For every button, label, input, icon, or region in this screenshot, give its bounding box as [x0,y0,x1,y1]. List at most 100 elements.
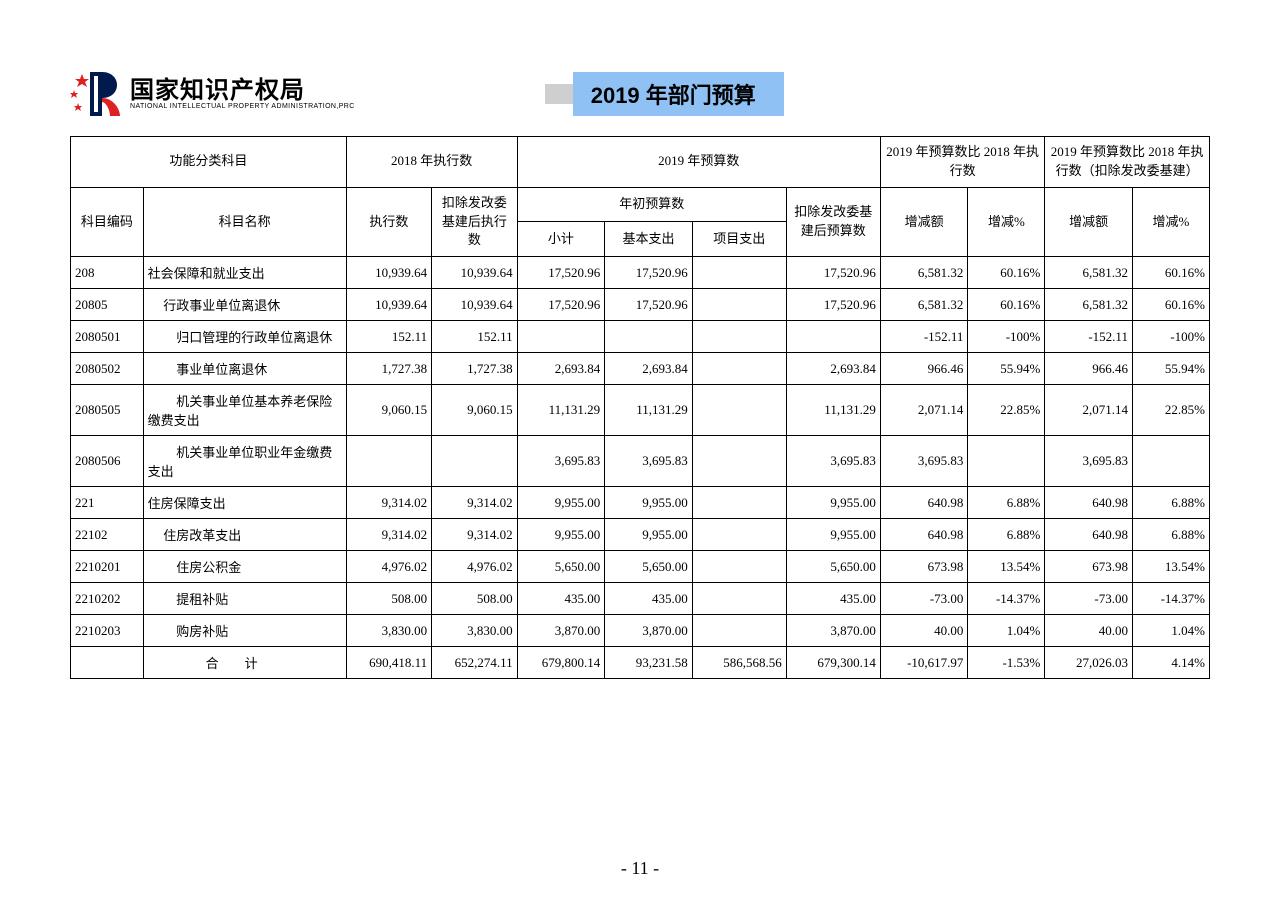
th-2018: 2018 年执行数 [346,137,517,188]
cell-value: 679,300.14 [786,647,880,679]
cell-value: 60.16% [968,257,1045,289]
table-head: 功能分类科目 2018 年执行数 2019 年预算数 2019 年预算数比 20… [71,137,1210,257]
cell-value [692,583,786,615]
cell-value [692,551,786,583]
cell-value: 6.88% [1132,487,1209,519]
cell-value: 1.04% [968,615,1045,647]
cell-value [517,321,605,353]
th-basic-exp: 基本支出 [605,222,693,257]
cell-value: 40.00 [1045,615,1133,647]
cell-value: 10,939.64 [432,289,517,321]
page-title: 2019 年部门预算 [573,72,784,116]
th-func: 功能分类科目 [71,137,347,188]
th-exec: 执行数 [346,187,431,257]
cell-value: 3,695.83 [880,436,968,487]
th-budget-ex: 扣除发改委基建后预算数 [786,187,880,257]
cell-name: 社会保障和就业支出 [143,257,346,289]
cell-value: 966.46 [880,353,968,385]
cell-value: 3,695.83 [786,436,880,487]
cell-value [605,321,693,353]
cell-value: 9,955.00 [605,487,693,519]
cell-value: 9,314.02 [432,519,517,551]
th-proj-exp: 项目支出 [692,222,786,257]
cell-value: 3,870.00 [517,615,605,647]
table-row: 20805行政事业单位离退休10,939.6410,939.6417,520.9… [71,289,1210,321]
cell-value: 679,800.14 [517,647,605,679]
table-row: 221住房保障支出9,314.029,314.029,955.009,955.0… [71,487,1210,519]
table-row: 2080501归口管理的行政单位离退休152.11152.11-152.11-1… [71,321,1210,353]
cell-value [692,385,786,436]
th-diff-pct1: 增减% [968,187,1045,257]
th-cmp: 2019 年预算数比 2018 年执行数 [880,137,1045,188]
cell-value: 10,939.64 [346,289,431,321]
cell-value: 3,870.00 [605,615,693,647]
cell-value: 17,520.96 [786,257,880,289]
table-row: 22102住房改革支出9,314.029,314.029,955.009,955… [71,519,1210,551]
cell-value: 13.54% [968,551,1045,583]
cell-value: 60.16% [968,289,1045,321]
cell-value: 9,955.00 [517,487,605,519]
cell-code: 2080502 [71,353,144,385]
cell-name: 购房补贴 [143,615,346,647]
table-row: 2080505机关事业单位基本养老保险缴费支出9,060.159,060.151… [71,385,1210,436]
table-row: 2210201住房公积金4,976.024,976.025,650.005,65… [71,551,1210,583]
table-total-row: 合计690,418.11652,274.11679,800.1493,231.5… [71,647,1210,679]
cell-value: 2,693.84 [517,353,605,385]
cell-code: 2210203 [71,615,144,647]
cell-name: 行政事业单位离退休 [143,289,346,321]
cell-value: 1,727.38 [432,353,517,385]
th-init-budget: 年初预算数 [517,187,786,222]
cell-value: 17,520.96 [517,289,605,321]
cell-value: 3,870.00 [786,615,880,647]
cell-value: 17,520.96 [517,257,605,289]
cell-value: 3,830.00 [432,615,517,647]
cell-value: 1.04% [1132,615,1209,647]
cell-value [432,436,517,487]
cell-name: 提租补贴 [143,583,346,615]
cell-value: 640.98 [1045,487,1133,519]
cell-name: 住房保障支出 [143,487,346,519]
cell-value: 11,131.29 [786,385,880,436]
cell-value: 6.88% [968,487,1045,519]
th-diff-amt2: 增减额 [1045,187,1133,257]
cell-value: 2,071.14 [1045,385,1133,436]
th-diff-amt1: 增减额 [880,187,968,257]
cell-value: 10,939.64 [346,257,431,289]
cell-value: -73.00 [1045,583,1133,615]
cell-name: 机关事业单位基本养老保险缴费支出 [143,385,346,436]
cell-name: 归口管理的行政单位离退休 [143,321,346,353]
cell-code: 20805 [71,289,144,321]
cell-value: 27,026.03 [1045,647,1133,679]
budget-table: 功能分类科目 2018 年执行数 2019 年预算数 2019 年预算数比 20… [70,136,1210,679]
cell-value: 11,131.29 [517,385,605,436]
cell-value [692,353,786,385]
cell-value [1132,436,1209,487]
cell-value: 6.88% [968,519,1045,551]
cell-value: 9,955.00 [605,519,693,551]
logo-en-text: NATIONAL INTELLECTUAL PROPERTY ADMINISTR… [130,103,355,110]
cell-value: 11,131.29 [605,385,693,436]
cell-value: -73.00 [880,583,968,615]
cell-value: 3,695.83 [517,436,605,487]
cell-value: 6,581.32 [880,257,968,289]
table-row: 2080502事业单位离退休1,727.381,727.382,693.842,… [71,353,1210,385]
cell-value: 5,650.00 [786,551,880,583]
cell-value: 9,060.15 [432,385,517,436]
cell-value: 435.00 [786,583,880,615]
logo: 国家知识产权局 NATIONAL INTELLECTUAL PROPERTY A… [70,70,355,118]
th-2019: 2019 年预算数 [517,137,880,188]
cell-value: 6,581.32 [1045,289,1133,321]
cell-total-label: 合计 [143,647,346,679]
cell-value: 9,060.15 [346,385,431,436]
cell-value: 9,955.00 [517,519,605,551]
cell-value: 22.85% [968,385,1045,436]
cell-value: 5,650.00 [605,551,693,583]
cnipa-logo-icon [70,70,122,118]
cell-value: 10,939.64 [432,257,517,289]
cell-value: 17,520.96 [605,257,693,289]
cell-name: 住房改革支出 [143,519,346,551]
cell-value: 673.98 [880,551,968,583]
cell-value: 9,314.02 [346,487,431,519]
cell-value: 640.98 [880,519,968,551]
cell-value: 435.00 [605,583,693,615]
